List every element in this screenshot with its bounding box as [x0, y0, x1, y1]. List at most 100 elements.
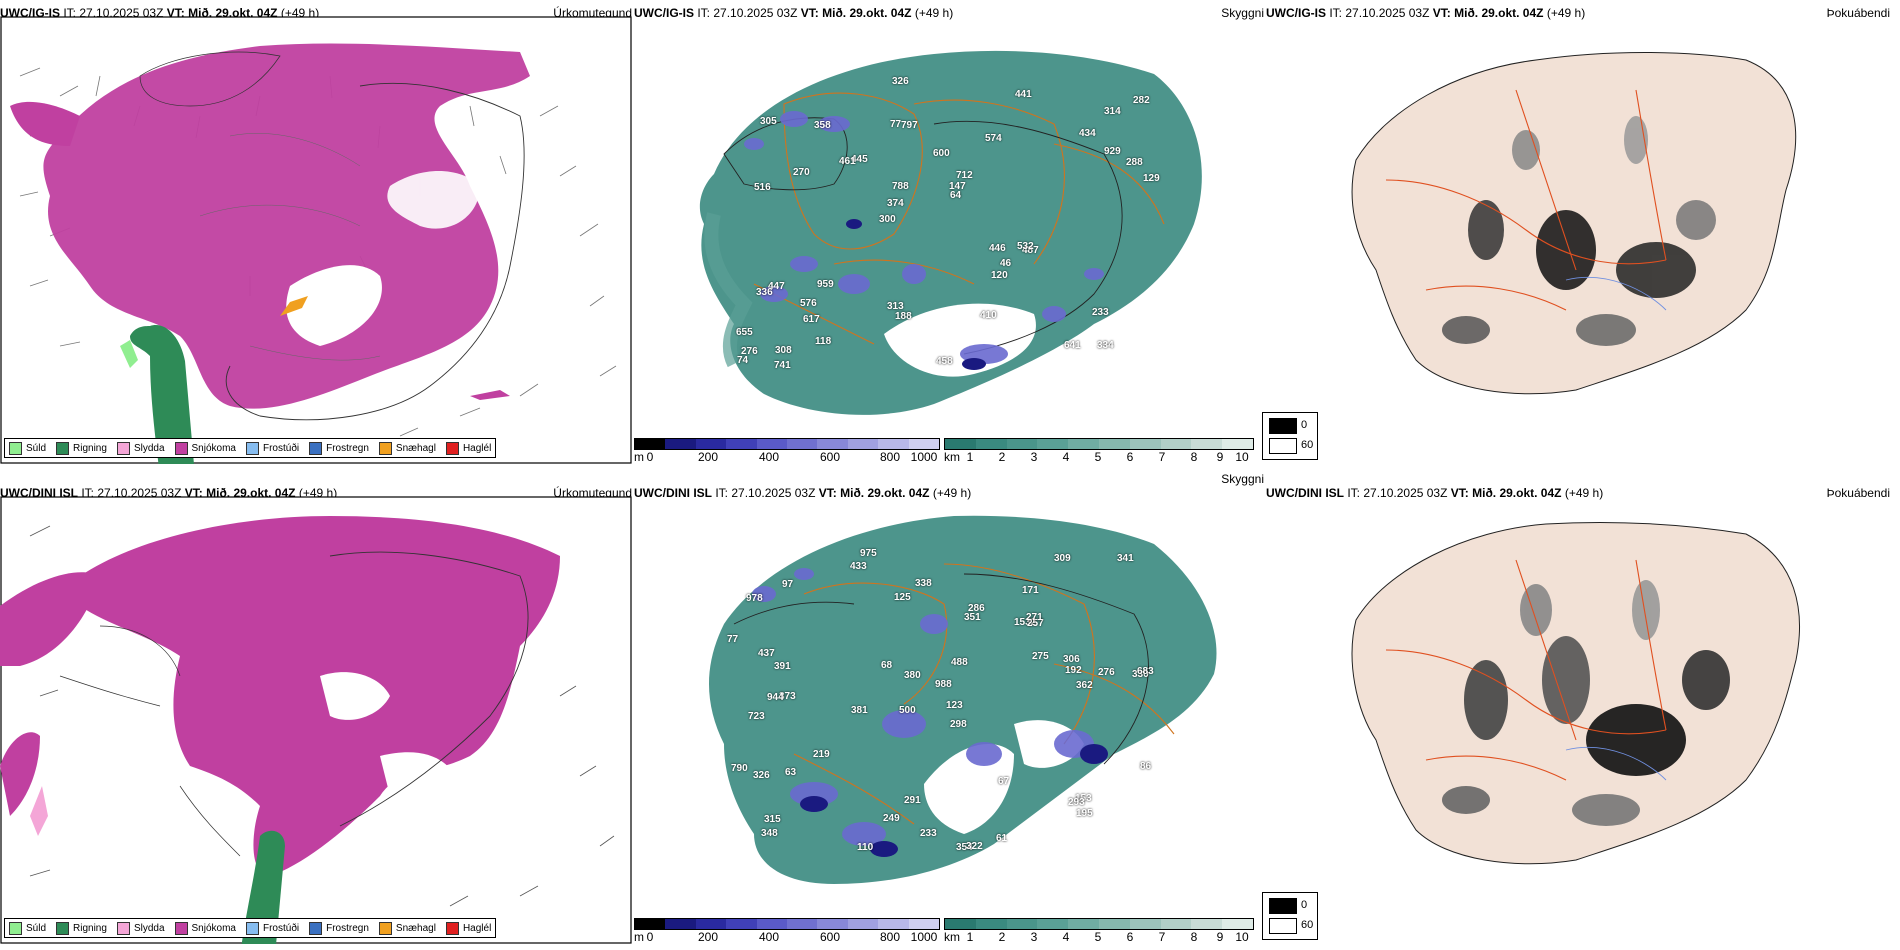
tick-label: 1 [966, 450, 974, 464]
legend-label: Súld [26, 442, 47, 454]
fog-swatch [1269, 918, 1297, 934]
cloud-base-label: 461 [839, 156, 856, 167]
visibility-colorbar: km 1 2 3 4 5 6 7 8 9 10 [944, 918, 1254, 948]
cloud-base-label: 500 [899, 705, 916, 716]
tick-label: 1000 [910, 930, 938, 944]
cloud-base-label: 374 [887, 198, 904, 209]
legend-item: Slydda [116, 441, 165, 455]
legend-item: Haglél [445, 441, 491, 455]
cloud-base-label: 338 [915, 578, 932, 589]
legend-label: Frostúði [262, 922, 300, 934]
cloud-base-label: 219 [813, 749, 830, 760]
cloud-base-label: 655 [736, 327, 753, 338]
cloud-base-label: 64 [950, 190, 962, 201]
legend-label: Frostúði [262, 442, 300, 454]
cloud-base-label: 309 [1054, 553, 1071, 564]
it-label: IT: [697, 6, 711, 20]
cloud-base-label: 233 [920, 828, 937, 839]
cloud-base-label: 797 [901, 120, 918, 131]
legend-item: Frostregn [309, 441, 369, 455]
cloud-base-label: 63 [785, 767, 797, 778]
legend-label: Snæhagl [395, 442, 436, 454]
legend-item: Snæhagl [378, 921, 436, 935]
it-value: 27.10.2025 03Z [713, 6, 798, 20]
legend-item: Snjókoma [174, 921, 236, 935]
precip-legend: Súld Rigning Slydda Snjókoma Frostúði Fr… [4, 438, 497, 458]
it-label: IT: [1347, 486, 1361, 500]
cloud-base-label: 153 [1075, 793, 1092, 804]
cloudbase-colorbar-strip [634, 918, 940, 930]
cloud-base-label: 276 [1098, 667, 1115, 678]
legend-item: Snjókoma [174, 441, 236, 455]
cloud-base-label: 373 [779, 691, 796, 702]
tick-label: 400 [758, 450, 780, 464]
cloud-base-label: 348 [761, 828, 778, 839]
fog-swatch [1269, 438, 1297, 454]
it-label: IT: [715, 486, 729, 500]
legend-label: Frostregn [326, 922, 369, 934]
cloud-base-label: 46 [1000, 258, 1012, 269]
cloud-base-label: 975 [860, 548, 877, 559]
legend-label: Snæhagl [395, 922, 436, 934]
fog-legend-label: 0 [1301, 899, 1308, 911]
legend-item: Rigning [56, 921, 107, 935]
cloud-base-label: 306 [1063, 654, 1080, 665]
cloud-base-label: 195 [1076, 808, 1093, 819]
cloud-base-label: 487 [1022, 245, 1039, 256]
tick-label: 8 [1190, 930, 1198, 944]
cloud-base-label: 257 [1027, 618, 1044, 629]
legend-swatch [309, 441, 323, 455]
fog-swatch [1269, 418, 1297, 434]
cloud-base-label: 683 [1137, 666, 1154, 677]
vt-value: Mið. 29.okt. 04Z [840, 486, 930, 500]
cloud-base-label: 308 [775, 345, 792, 356]
legend-label: Rigning [73, 922, 107, 934]
cloud-base-label: 188 [895, 311, 912, 322]
tick-label: 400 [758, 930, 780, 944]
cloud-base-label: 334 [1097, 340, 1114, 351]
cloud-base-label: 978 [746, 593, 763, 604]
legend-swatch [378, 921, 392, 935]
tick-label: 200 [697, 930, 719, 944]
legend-swatch [174, 441, 188, 455]
tick-label: 10 [1235, 450, 1249, 464]
tick-label: 8 [1190, 450, 1198, 464]
lead-time: (+49 h) [932, 486, 972, 500]
cloud-base-label: 77 [890, 119, 902, 130]
vt-value: Mið. 29.okt. 04Z [1454, 6, 1544, 20]
legend-swatch [445, 921, 459, 935]
precip-type-panel-1: UWC/IG-IS IT: 27.10.2025 03Z VT: Mið. 29… [0, 0, 632, 470]
visibility-colorbar-strip [944, 438, 1254, 450]
cloud-base-label: 271 [1026, 612, 1043, 623]
cloud-base-labels: 975 171 330 500 298 373 978 1532 723 351 988 348 433… [634, 504, 1264, 914]
legend-item: Súld [9, 441, 47, 455]
cloud-base-label: 576 [800, 298, 817, 309]
vt-label: VT: [1432, 6, 1451, 20]
cloud-base-label: 288 [1126, 157, 1143, 168]
row-2: UWC/DINI ISL IT: 27.10.2025 03Z VT: Mið.… [0, 472, 1900, 950]
cloud-base-label: 171 [1022, 585, 1039, 596]
tick-label: 7 [1158, 930, 1166, 944]
precip-map [0, 16, 632, 464]
tick-label: 3 [1030, 930, 1038, 944]
cloud-base-label: 617 [803, 314, 820, 325]
panel-title: Skyggni [1221, 472, 1264, 486]
cloud-base-label: 86 [1140, 761, 1152, 772]
tick-label: 1 [966, 930, 974, 944]
legend-label: Snjókoma [191, 922, 236, 934]
visibility-panel-1: UWC/IG-IS IT: 27.10.2025 03Z VT: Mið. 29… [634, 0, 1264, 470]
tick-label: 4 [1062, 450, 1070, 464]
legend-swatch [378, 441, 392, 455]
model-name: UWC/IG-IS [1266, 6, 1326, 20]
legend-item: Slydda [116, 921, 165, 935]
cloud-base-label: 433 [850, 561, 867, 572]
cloud-base-label: 120 [991, 270, 1008, 281]
tick-label: 800 [879, 930, 901, 944]
precip-map [0, 496, 632, 944]
tick-label: 9 [1216, 450, 1224, 464]
lead-time: (+49 h) [914, 6, 954, 20]
fog-map [1351, 52, 1797, 395]
fog-legend-label: 60 [1301, 919, 1314, 931]
cloud-base-label: 74 [737, 355, 749, 366]
cloud-base-label: 125 [894, 592, 911, 603]
